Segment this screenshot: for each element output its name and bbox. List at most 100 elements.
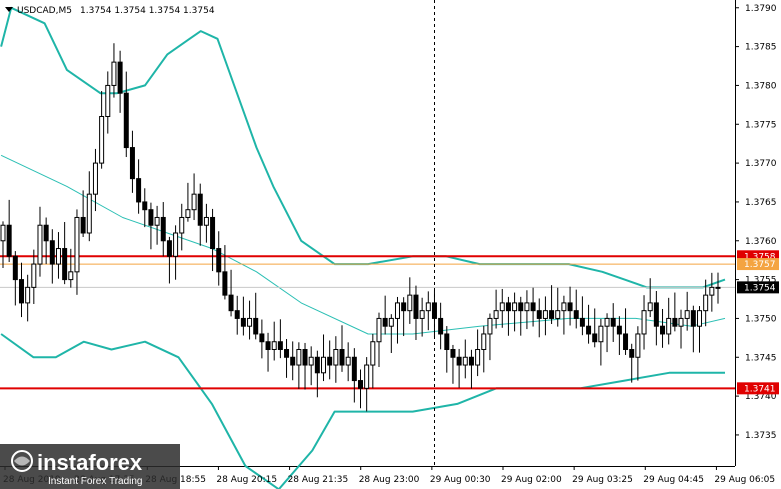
candle-bear: [314, 356, 320, 374]
candle-bear: [80, 216, 86, 234]
x-tick-label: 29 Aug 00:30: [430, 475, 491, 485]
candle-bear: [222, 271, 228, 296]
candle-bull: [105, 84, 111, 117]
y-tick-label: 1.3745: [745, 353, 777, 363]
candle-bull: [321, 356, 327, 374]
candle-bear: [518, 302, 524, 312]
candle-bear: [567, 302, 573, 312]
candle-bear: [629, 349, 635, 358]
candle-bull: [203, 216, 209, 226]
current-price-label: 1.3754: [744, 283, 776, 293]
candle-bull: [173, 232, 179, 257]
candle-bull: [376, 317, 382, 343]
y-axis: 1.3790 1.3785 1.3780 1.3775 1.3770 1.3765 1.37…: [735, 4, 777, 441]
candle-bull: [364, 364, 370, 389]
candle-bear: [259, 333, 265, 343]
bollinger-middle-line: [0, 154, 726, 335]
watermark: instaforex Instant Forex Trading: [0, 444, 180, 489]
candle-bull: [185, 209, 191, 218]
candle-bear: [234, 310, 240, 319]
candle-bull: [487, 317, 493, 335]
x-tick-label: 28 Aug 23:00: [359, 475, 420, 485]
chart-header: USDCAD,M5 1.3754 1.3754 1.3754 1.3754: [5, 6, 215, 16]
candle-bull: [635, 333, 641, 358]
candle-bear: [623, 333, 629, 351]
header-arrow-icon: [5, 7, 13, 12]
candle-bear: [431, 302, 437, 319]
candle-bull: [31, 263, 37, 288]
candle-bear: [6, 224, 12, 257]
candle-bull: [345, 356, 351, 366]
candle-bull: [647, 302, 653, 312]
candle-bull: [191, 193, 197, 211]
candle-bear: [573, 310, 579, 319]
candle-bull: [555, 310, 561, 319]
candle-bear: [468, 356, 474, 366]
candle-bull: [493, 310, 499, 319]
candle-bull: [703, 294, 709, 312]
candle-bear: [358, 380, 363, 389]
x-tick-label: 29 Aug 02:00: [501, 475, 562, 485]
candle-bull: [524, 302, 530, 312]
candle-bear: [610, 317, 616, 327]
candle-bear: [49, 240, 55, 265]
candle-bull: [154, 216, 160, 226]
level-label-bg: [737, 250, 779, 263]
candle-bull: [481, 333, 487, 351]
candle-bull: [333, 349, 339, 366]
candle-bull: [561, 302, 567, 312]
candle-bull: [296, 349, 302, 366]
candle-bull: [271, 341, 277, 351]
candle-bull: [0, 224, 6, 242]
candle-bear: [43, 224, 49, 242]
level-label: 1.3741: [744, 384, 776, 394]
candle-bear: [444, 333, 450, 351]
candle-bear: [401, 302, 407, 312]
candle-bull: [37, 224, 43, 265]
candle-bear: [240, 317, 246, 327]
candle-bear: [136, 178, 142, 203]
candle-bull: [394, 302, 400, 319]
candle-bear: [690, 310, 696, 327]
candle-bull: [388, 317, 394, 327]
candle-bull: [684, 310, 690, 319]
candle-bear: [456, 356, 462, 366]
candle-bear: [672, 317, 678, 327]
x-tick-label: 29 Aug 06:05: [714, 475, 775, 485]
brand-logo-icon: [11, 450, 33, 472]
candle-bear: [290, 356, 296, 366]
candle-bear: [579, 317, 585, 327]
price-levels: [0, 255, 735, 390]
candle-bull: [641, 310, 647, 335]
bollinger-lower-line: [0, 333, 725, 489]
candle-bull: [407, 294, 413, 312]
y-tick-label: 1.3735: [745, 431, 777, 441]
y-tick-label: 1.3765: [745, 198, 777, 208]
candle-bull: [499, 302, 505, 312]
y-tick-label: 1.3770: [745, 159, 777, 169]
x-tick-label: 29 Aug 03:25: [572, 475, 633, 485]
candle-bull: [512, 302, 518, 312]
symbol-label: USDCAD,M5: [17, 6, 72, 16]
level-label-bg: [737, 258, 779, 271]
candle-bear: [228, 294, 234, 312]
candle-bull: [247, 317, 253, 327]
candle-bull: [308, 356, 314, 366]
candle-bear: [450, 349, 456, 358]
candle-bull: [370, 341, 376, 366]
candle-bull: [99, 116, 105, 164]
candle-bear: [586, 325, 592, 335]
candle-bull: [475, 349, 481, 366]
candle-bear: [284, 349, 290, 358]
level-label: 1.3758: [744, 252, 776, 262]
candle-bull: [86, 193, 92, 234]
candle-bull: [709, 286, 715, 296]
candle-bear: [413, 294, 419, 319]
y-tick-label: 1.3760: [745, 237, 777, 247]
candle-bear: [18, 279, 24, 304]
candle-bear: [339, 349, 345, 366]
candle-bear: [616, 325, 622, 335]
